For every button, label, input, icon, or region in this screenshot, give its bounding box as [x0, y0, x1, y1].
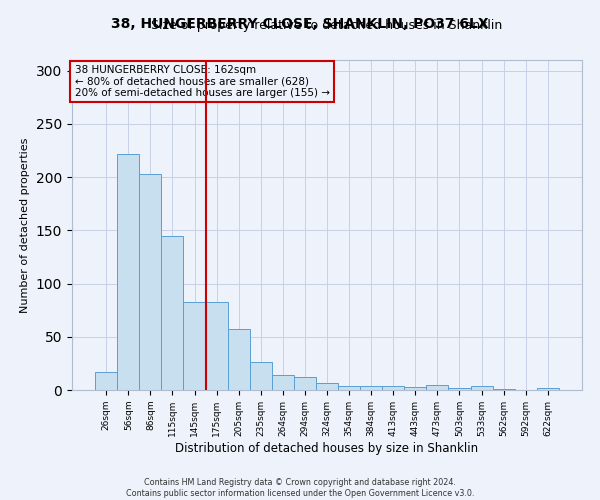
- Bar: [161, 236, 184, 390]
- Bar: [448, 388, 470, 390]
- Bar: [250, 362, 272, 390]
- Bar: [493, 389, 515, 390]
- Title: Size of property relative to detached houses in Shanklin: Size of property relative to detached ho…: [151, 20, 503, 32]
- Bar: [316, 382, 338, 390]
- Bar: [470, 386, 493, 390]
- Bar: [338, 386, 360, 390]
- Bar: [427, 384, 448, 390]
- Text: Contains HM Land Registry data © Crown copyright and database right 2024.
Contai: Contains HM Land Registry data © Crown c…: [126, 478, 474, 498]
- Text: 38 HUNGERBERRY CLOSE: 162sqm
← 80% of detached houses are smaller (628)
20% of s: 38 HUNGERBERRY CLOSE: 162sqm ← 80% of de…: [74, 65, 329, 98]
- Bar: [382, 386, 404, 390]
- Bar: [139, 174, 161, 390]
- Bar: [227, 330, 250, 390]
- Text: 38, HUNGERBERRY CLOSE, SHANKLIN, PO37 6LX: 38, HUNGERBERRY CLOSE, SHANKLIN, PO37 6L…: [111, 18, 489, 32]
- Bar: [95, 372, 117, 390]
- Bar: [272, 375, 294, 390]
- Bar: [117, 154, 139, 390]
- Bar: [360, 386, 382, 390]
- X-axis label: Distribution of detached houses by size in Shanklin: Distribution of detached houses by size …: [175, 442, 479, 454]
- Bar: [537, 388, 559, 390]
- Bar: [206, 302, 227, 390]
- Bar: [404, 387, 427, 390]
- Bar: [184, 302, 206, 390]
- Y-axis label: Number of detached properties: Number of detached properties: [20, 138, 31, 312]
- Bar: [294, 377, 316, 390]
